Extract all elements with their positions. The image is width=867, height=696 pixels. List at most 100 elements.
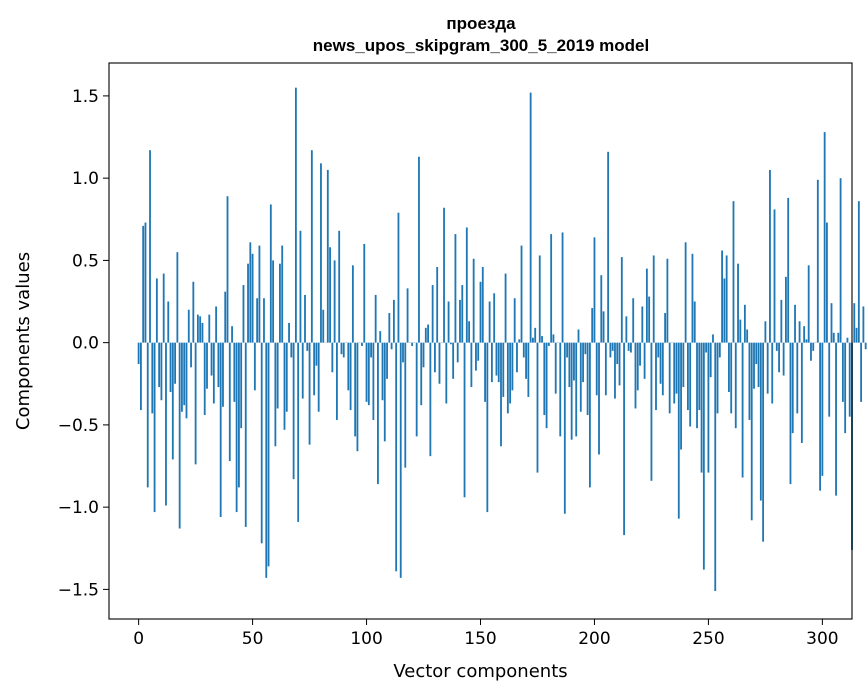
bar — [238, 342, 240, 488]
bar — [272, 260, 275, 343]
bar — [493, 293, 496, 343]
bar — [812, 342, 815, 351]
bar — [383, 342, 386, 442]
bar — [459, 299, 461, 343]
bar — [721, 250, 723, 343]
bar — [395, 342, 398, 572]
bar — [308, 342, 311, 445]
bar — [563, 342, 566, 514]
y-tick-label: 1.5 — [72, 87, 99, 107]
bar — [424, 327, 427, 343]
chart-title-line1: проезда — [446, 14, 516, 33]
bar — [821, 342, 824, 476]
bar — [285, 342, 288, 412]
bar — [846, 337, 849, 343]
bar — [641, 306, 644, 343]
bar — [575, 342, 578, 437]
bar — [625, 316, 628, 343]
bar — [438, 342, 441, 384]
bar — [689, 342, 692, 427]
x-tick-label: 250 — [692, 629, 724, 649]
bar — [611, 342, 614, 351]
bar — [714, 342, 717, 592]
bar — [541, 336, 543, 343]
bar — [281, 245, 284, 343]
bar — [217, 342, 220, 388]
bar — [363, 243, 366, 343]
bar — [782, 342, 785, 376]
bar — [864, 342, 867, 350]
bar — [468, 321, 471, 343]
bar — [349, 342, 352, 411]
bar — [655, 342, 657, 411]
bar — [415, 342, 418, 437]
bar — [420, 342, 423, 406]
bar — [304, 294, 306, 343]
bar — [609, 342, 612, 358]
bar — [837, 332, 840, 343]
bar — [500, 342, 502, 447]
bar — [568, 342, 571, 388]
bar — [333, 260, 336, 343]
bar — [479, 281, 482, 343]
y-axis-label: Components values — [13, 252, 34, 430]
bar — [550, 234, 553, 343]
bar — [796, 342, 799, 414]
bar — [518, 339, 521, 343]
bar — [228, 342, 231, 462]
bar — [787, 197, 790, 343]
bar — [377, 342, 379, 485]
bar — [222, 342, 224, 407]
x-tick-label: 100 — [350, 629, 382, 649]
bar — [632, 298, 635, 343]
bar — [645, 268, 648, 343]
bar — [336, 342, 338, 420]
bar — [803, 326, 806, 343]
bar — [317, 342, 320, 412]
bar — [183, 342, 186, 406]
bar — [267, 342, 270, 567]
bar — [215, 306, 218, 343]
bar — [513, 298, 516, 343]
bar — [434, 342, 436, 373]
bar — [648, 296, 651, 343]
bar — [210, 342, 213, 376]
bar — [791, 342, 794, 434]
bar — [746, 329, 749, 343]
bar — [276, 342, 279, 409]
bar — [219, 342, 222, 518]
bar — [595, 342, 598, 396]
bar — [620, 257, 623, 343]
bar — [194, 342, 197, 465]
bar — [449, 342, 452, 345]
y-tick-label: −1.0 — [58, 498, 99, 518]
bar — [753, 342, 755, 389]
bar — [732, 201, 735, 343]
bar — [545, 342, 548, 429]
bar — [381, 342, 384, 401]
bar — [561, 232, 564, 343]
bar — [798, 321, 801, 343]
bar — [848, 342, 851, 417]
bar — [288, 322, 290, 343]
bar — [196, 314, 199, 343]
bar-series — [137, 87, 867, 592]
bar — [780, 299, 783, 343]
bar — [301, 342, 304, 399]
bar — [759, 342, 762, 501]
bar — [600, 275, 603, 343]
bar — [789, 342, 792, 485]
bar — [730, 342, 733, 414]
bar — [201, 322, 204, 343]
bar — [755, 342, 758, 365]
bar — [171, 342, 174, 460]
bar — [160, 342, 163, 401]
x-tick-label: 300 — [806, 629, 838, 649]
bar — [354, 342, 357, 437]
bar — [862, 306, 865, 343]
bar — [370, 342, 373, 358]
bar — [841, 342, 844, 402]
bar — [522, 342, 525, 358]
